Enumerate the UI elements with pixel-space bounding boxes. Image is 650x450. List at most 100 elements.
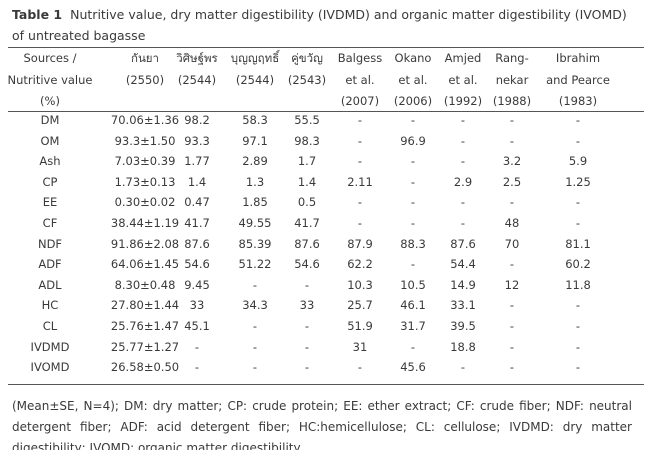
cell: 60.2 [565, 257, 591, 272]
cell: 1.7 [297, 154, 317, 169]
cell: 98.3 [294, 133, 320, 148]
cell: 3.2 [502, 154, 522, 169]
cell: 87.6 [294, 236, 320, 251]
cell: - [357, 195, 363, 210]
cell: - [410, 113, 416, 127]
header-cell: (2543) [287, 72, 327, 87]
cell: 41.7 [184, 216, 210, 230]
cell: - [357, 154, 363, 169]
rule [8, 384, 644, 385]
rule [8, 47, 644, 48]
cell: 8.30±0.48 [114, 277, 176, 292]
cell: - [575, 319, 581, 333]
header-cell: nekar [495, 72, 529, 87]
cell: 33.1 [450, 298, 476, 313]
cell: - [194, 339, 200, 354]
cell: 7.03±0.39 [114, 154, 176, 169]
row-label: OM [40, 133, 60, 148]
cell: 10.5 [400, 277, 426, 292]
cell: 81.1 [565, 236, 591, 251]
header-cell: Okano [394, 51, 432, 65]
header-cell: Rang- [495, 51, 529, 65]
cell: 38.44±1.19 [110, 216, 180, 230]
header-cell: (2007) [340, 94, 380, 108]
cell: 70 [504, 236, 520, 251]
cell: - [509, 113, 515, 127]
cell: - [575, 216, 581, 230]
cell: 26.58±0.50 [110, 360, 180, 375]
cell: 1.73±0.13 [114, 174, 176, 189]
cell: - [357, 216, 363, 230]
cell: - [410, 339, 416, 354]
cell: 58.3 [242, 113, 268, 127]
header-cell: et al. [345, 72, 375, 87]
cell: - [194, 360, 200, 375]
cell: - [509, 257, 515, 272]
cell: - [304, 277, 310, 292]
cell: - [460, 113, 466, 127]
cell: - [410, 154, 416, 169]
cell: - [410, 195, 416, 210]
header-cell: คู่ขวัญ [291, 51, 323, 65]
cell: 1.3 [245, 174, 265, 189]
cell: - [460, 195, 466, 210]
cell: 33 [299, 298, 315, 313]
header-cell: (1988) [492, 94, 532, 108]
cell: - [460, 360, 466, 375]
header-cell: (1983) [558, 94, 598, 108]
rule [8, 111, 644, 112]
cell: - [509, 339, 515, 354]
cell: 2.9 [453, 174, 473, 189]
header-cell: (2544) [235, 72, 275, 87]
cell: - [575, 360, 581, 375]
cell: 45.1 [184, 319, 210, 333]
cell: 5.9 [568, 154, 588, 169]
cell: 87.6 [184, 236, 210, 251]
header-cell: (2544) [177, 72, 217, 87]
cell: - [357, 133, 363, 148]
cell: 88.3 [400, 236, 426, 251]
cell: 96.9 [400, 133, 426, 148]
cell: 55.5 [294, 113, 320, 127]
row-label: ADL [38, 277, 62, 292]
cell: 51.22 [238, 257, 272, 272]
cell: 87.9 [347, 236, 373, 251]
cell: - [410, 216, 416, 230]
cell: 1.85 [242, 195, 268, 210]
cell: - [252, 360, 258, 375]
cell: - [575, 133, 581, 148]
row-label: ADF [38, 257, 62, 272]
cell: - [357, 113, 363, 127]
cell: - [575, 339, 581, 354]
cell: 45.6 [400, 360, 426, 375]
header-cell: et al. [398, 72, 428, 87]
cell: 48 [504, 216, 520, 230]
cell: 0.47 [184, 195, 210, 210]
caption: Table 1 Nutritive value, dry matter diges… [12, 4, 632, 46]
cell: 46.1 [400, 298, 426, 313]
row-label: DM [40, 113, 60, 127]
cell: 54.6 [294, 257, 320, 272]
cell: 0.5 [297, 195, 317, 210]
header-cell: วิศิษฐ์พร [176, 51, 218, 65]
cell: 85.39 [238, 236, 272, 251]
cell: 54.6 [184, 257, 210, 272]
cell: - [509, 133, 515, 148]
cell: 93.3 [184, 133, 210, 148]
cell: 31.7 [400, 319, 426, 333]
cell: - [460, 154, 466, 169]
cell: - [252, 319, 258, 333]
cell: 25.77±1.27 [110, 339, 180, 354]
header-cell: (2550) [125, 72, 165, 87]
cell: 25.7 [347, 298, 373, 313]
cell: - [460, 216, 466, 230]
cell: - [575, 195, 581, 210]
header-cell: Nutritive value [7, 72, 93, 87]
cell: 25.76±1.47 [110, 319, 180, 333]
cell: 10.3 [347, 277, 373, 292]
header-cell: (2006) [393, 94, 433, 108]
cell: 39.5 [450, 319, 476, 333]
row-label: CF [42, 216, 58, 230]
footnote: (Mean±SE, N=4); DM: dry matter; CP: crud… [12, 399, 632, 450]
